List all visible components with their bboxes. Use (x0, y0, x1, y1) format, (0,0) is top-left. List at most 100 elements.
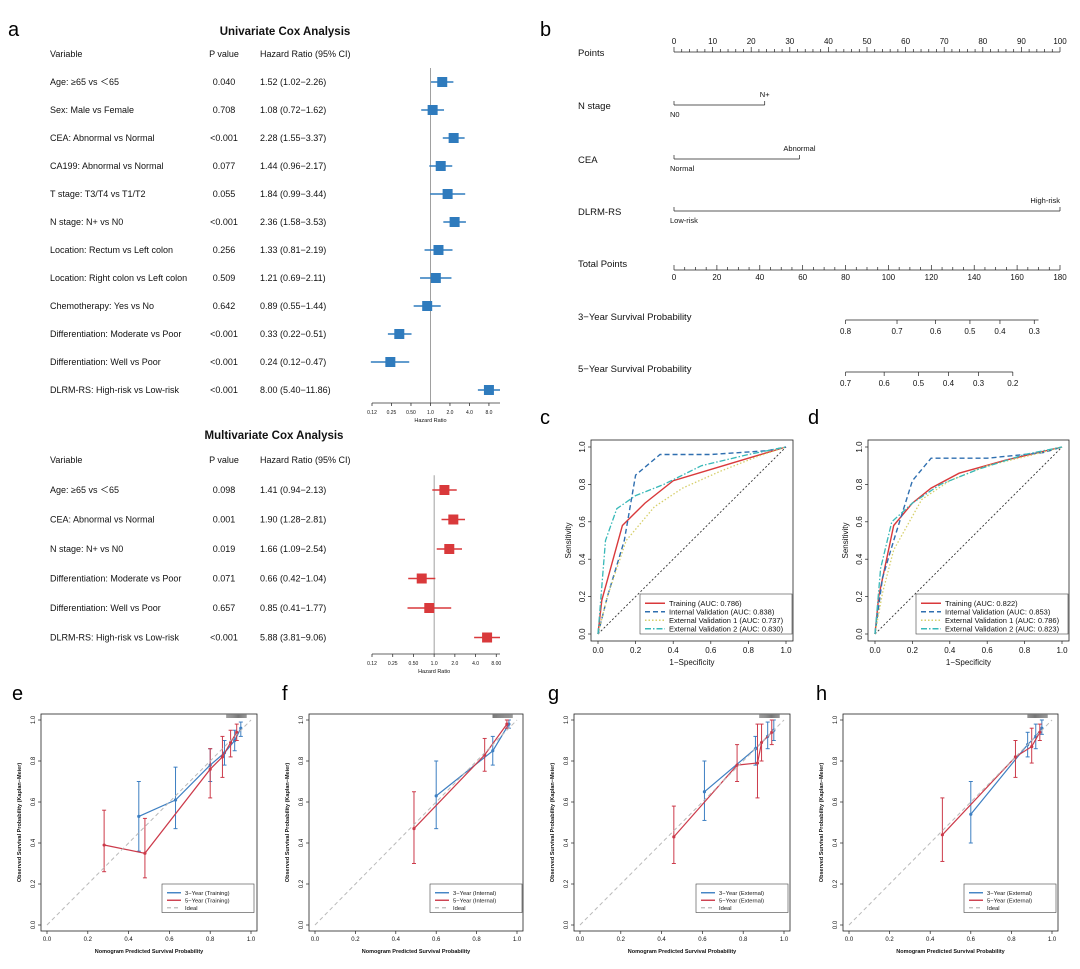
forest-row-hr: 1.84 (0.99−3.44) (260, 189, 326, 199)
y-tick-label: 0.6 (31, 797, 37, 806)
forest-row-p: <0.001 (210, 329, 238, 339)
x-axis-label: 1−Specificity (669, 658, 714, 667)
y-tick-label: 0.6 (299, 797, 305, 806)
legend-box (639, 593, 793, 635)
x-tick-label: 1.0 (1048, 937, 1057, 943)
plot-frame (867, 439, 1070, 642)
nomogram-points-tick-label: 80 (978, 37, 987, 46)
forest-row-label: T stage: T3/T4 vs T1/T2 (50, 189, 146, 199)
forest-row-label: Differentiation: Moderate vs Poor (50, 574, 181, 584)
series-line-ext2 (597, 446, 787, 635)
plot-frame (308, 713, 524, 932)
forest-row-p: 0.098 (213, 485, 236, 495)
y-tick-label: 0.4 (31, 838, 37, 847)
legend-entry: External Validation 1 (AUC: 0.737) (669, 616, 784, 625)
nomogram-level-label: Normal (670, 164, 695, 173)
x-tick-label: 0.6 (967, 937, 976, 943)
forest-row-hr: 1.44 (0.96−2.17) (260, 161, 326, 171)
nomogram-survival-tick-label: 0.6 (930, 327, 942, 336)
forest-point-box (483, 385, 494, 395)
legend-entry: 3−Year (External) (987, 891, 1032, 897)
forest-point-box (422, 301, 433, 311)
forest-row-hr: 1.21 (0.69−2.11) (260, 273, 326, 283)
x-tick-label: 0.6 (165, 937, 174, 943)
y-tick-label: 1.0 (833, 715, 839, 724)
nomogram-total-tick-label: 40 (755, 273, 764, 282)
forest-row-hr: 8.00 (5.40−11.86) (260, 385, 331, 395)
x-tick-label: 0.8 (739, 937, 748, 943)
legend-entry: Ideal (453, 906, 466, 912)
forest-x-tick-label: 0.25 (388, 661, 398, 667)
legend-entry: 3−Year (External) (719, 891, 764, 897)
panel-label-d: d (808, 407, 819, 429)
nomogram-survival-tick-label: 0.4 (994, 327, 1006, 336)
x-tick-label: 0.0 (592, 646, 604, 655)
forest-row-label: Location: Right colon vs Left colon (50, 273, 187, 283)
legend-entry: External Validation 2 (AUC: 0.823) (945, 624, 1060, 633)
forest-x-tick-label: 4.0 (466, 410, 473, 416)
y-tick-label: 0.0 (31, 920, 37, 929)
x-tick-label: 0.8 (206, 937, 215, 943)
forest-point-box (394, 329, 405, 339)
forest-row-p: 0.642 (213, 301, 236, 311)
nomogram-total-tick-label: 20 (712, 273, 721, 282)
nomogram-points-tick-label: 10 (708, 37, 717, 46)
forest-title: Multivariate Cox Analysis (205, 430, 344, 442)
x-tick-label: 1.0 (247, 937, 256, 943)
legend-entry: 5−Year (Training) (185, 898, 230, 904)
nomogram-points-label: Points (578, 48, 605, 59)
data-point (235, 730, 239, 734)
data-point (770, 730, 774, 734)
series-line-cal5 (941, 732, 1041, 836)
x-tick-label: 0.8 (743, 646, 755, 655)
x-tick-label: 0.2 (84, 937, 93, 943)
nomogram-total-tick-label: 120 (925, 273, 939, 282)
plot-frame (590, 439, 794, 642)
forest-row-label: CA199: Abnormal vs Normal (50, 161, 164, 171)
data-point (505, 722, 509, 726)
x-tick-label: 0.4 (657, 937, 666, 943)
legend-entry: 5−Year (External) (719, 898, 764, 904)
nomogram-survival-tick-label: 0.2 (1007, 379, 1019, 388)
panel-label-e: e (12, 683, 23, 705)
forest-row-label: DLRM-RS: High-risk vs Low-risk (50, 385, 180, 395)
chance-diagonal (874, 446, 1063, 635)
forest-row-hr: 1.33 (0.81−2.19) (260, 245, 326, 255)
legend-entry: 3−Year (Training) (185, 891, 230, 897)
forest-row-hr: 1.08 (0.72−1.62) (260, 105, 326, 115)
forest-row-hr: 1.41 (0.94−2.13) (260, 485, 326, 495)
y-tick-label: 0.4 (833, 838, 839, 847)
nomogram-points-tick-label: 40 (824, 37, 833, 46)
y-tick-label: 0.0 (578, 628, 587, 640)
plot-frame (40, 713, 258, 932)
forest-row-p: 0.077 (213, 161, 236, 171)
nomogram-total-tick-label: 140 (968, 273, 982, 282)
series-line-ideal (848, 719, 1053, 926)
series-line-internal (874, 446, 1063, 635)
legend-entry: External Validation 1 (AUC: 0.786) (945, 616, 1060, 625)
legend-entry: Ideal (719, 906, 732, 912)
forest-x-tick-label: 1.0 (427, 410, 434, 416)
y-tick-label: 0.8 (31, 756, 37, 765)
nomogram-points-tick-label: 90 (1017, 37, 1026, 46)
nomogram: Points 0 10 20 30 40 50 60 70 80 90 100 N stage N0 N+ C… (578, 37, 1067, 388)
x-tick-label: 0.4 (668, 646, 680, 655)
x-axis-label: Nomogram Predicted Survival Probability (362, 949, 471, 955)
forest-x-tick-label: 4.0 (472, 661, 479, 667)
nomogram-survival-label: 3−Year Survival Probability (578, 312, 692, 323)
series-line-ideal (314, 719, 518, 926)
forest-point-box (448, 133, 459, 143)
x-tick-label: 0.6 (982, 646, 994, 655)
forest-row-p: <0.001 (210, 385, 238, 395)
series-line-ext1 (597, 446, 787, 635)
nomogram-points-tick-label: 20 (747, 37, 756, 46)
forest-point-box (433, 245, 444, 255)
forest-row-p: 0.055 (213, 189, 236, 199)
forest-row-hr: 1.90 (1.28−2.81) (260, 515, 326, 525)
forest-row-label: Differentiation: Well vs Poor (50, 357, 161, 367)
x-tick-label: 0.4 (926, 937, 935, 943)
nomogram-survival-tick-label: 0.6 (879, 379, 891, 388)
data-point (755, 761, 760, 765)
x-tick-label: 0.0 (311, 937, 320, 943)
